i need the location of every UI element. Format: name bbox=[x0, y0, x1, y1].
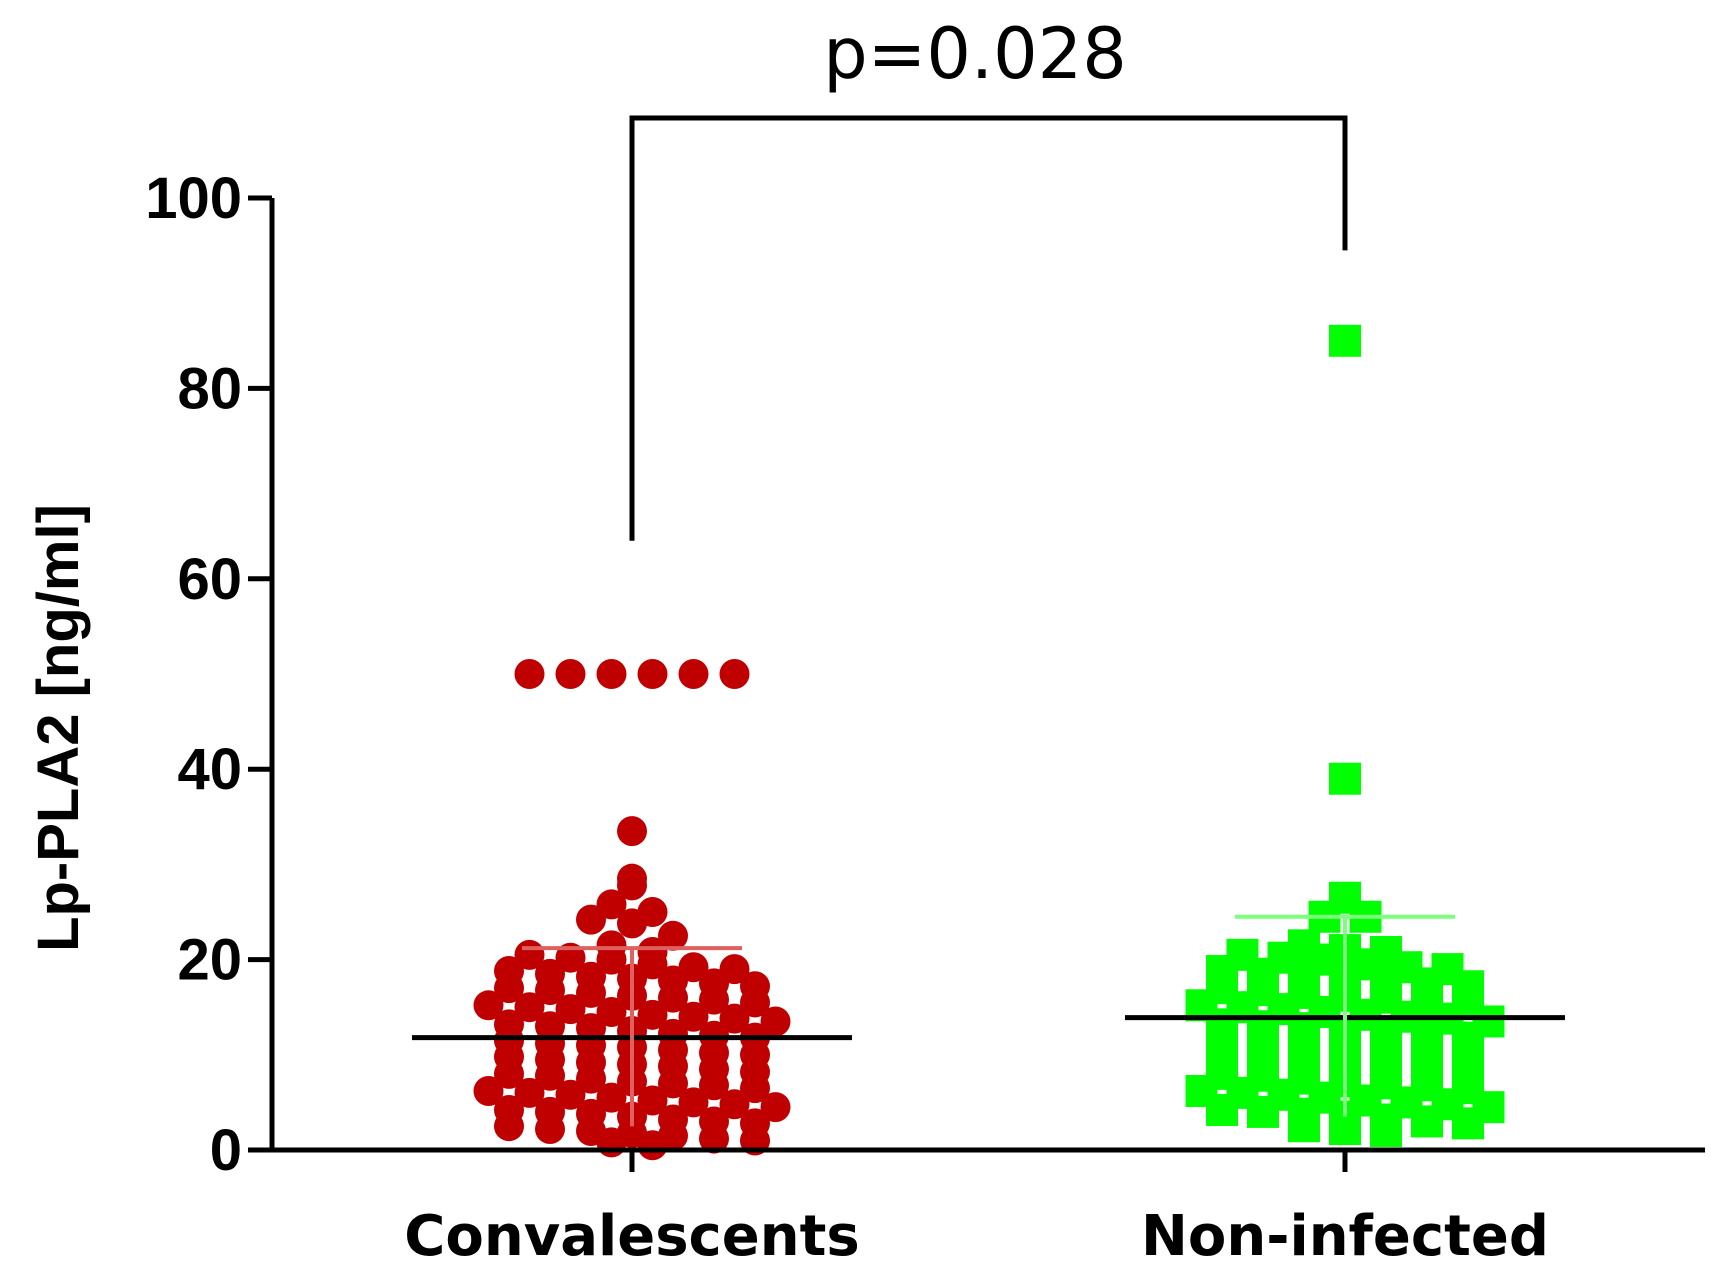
data-point bbox=[658, 1104, 688, 1135]
data-point bbox=[1226, 938, 1259, 971]
data-point bbox=[555, 659, 586, 689]
y-tick-label: 20 bbox=[177, 928, 242, 993]
y-tick-label: 60 bbox=[177, 547, 242, 612]
data-point bbox=[719, 659, 750, 689]
data-point bbox=[617, 863, 647, 894]
data-point bbox=[514, 939, 545, 970]
x-category-label: Convalescents bbox=[404, 1204, 859, 1264]
y-tick-label: 0 bbox=[210, 1118, 242, 1183]
data-point bbox=[740, 971, 770, 1002]
data-point bbox=[514, 992, 545, 1023]
y-axis-title: Lp-PLA2 [ng/ml] bbox=[26, 504, 91, 952]
data-point bbox=[1329, 762, 1361, 795]
data-point bbox=[596, 659, 627, 689]
data-point bbox=[473, 990, 504, 1021]
bracket-line bbox=[629, 115, 1348, 541]
data-point bbox=[617, 816, 647, 847]
data-point bbox=[596, 930, 627, 961]
data-point bbox=[494, 1095, 524, 1126]
data-point bbox=[637, 936, 668, 967]
data-point bbox=[760, 1092, 791, 1123]
data-point bbox=[678, 659, 709, 689]
data-point bbox=[596, 889, 627, 920]
data-point bbox=[678, 1087, 709, 1118]
data-point bbox=[494, 1009, 524, 1040]
data-point bbox=[1370, 935, 1402, 968]
data-point bbox=[596, 1082, 627, 1113]
x-category-label: Non-infected bbox=[1141, 1204, 1549, 1264]
data-point bbox=[637, 897, 668, 927]
data-point bbox=[658, 1018, 688, 1049]
data-points bbox=[473, 324, 1505, 1161]
y-tick-label: 40 bbox=[177, 737, 242, 802]
data-point bbox=[576, 1098, 606, 1129]
data-point bbox=[637, 659, 668, 689]
data-point bbox=[678, 1001, 709, 1032]
data-point bbox=[555, 994, 586, 1025]
data-point bbox=[678, 952, 709, 983]
data-point bbox=[637, 1085, 668, 1116]
data-point bbox=[1329, 881, 1361, 914]
data-point bbox=[719, 1003, 750, 1034]
data-point bbox=[535, 1096, 565, 1127]
data-point bbox=[514, 659, 545, 689]
data-point bbox=[658, 920, 688, 951]
data-point bbox=[555, 1079, 586, 1110]
data-point bbox=[740, 1108, 770, 1139]
data-point bbox=[1431, 953, 1464, 986]
data-point bbox=[596, 996, 627, 1027]
data-point bbox=[637, 999, 668, 1030]
mean-sd-lines bbox=[412, 914, 1565, 1127]
data-point bbox=[514, 1077, 545, 1108]
axes: 0 20 40 60 80 100 Convalescents Non-infected bbox=[145, 166, 1705, 1264]
data-point bbox=[699, 1106, 729, 1137]
data-point bbox=[555, 942, 586, 973]
significance-bracket bbox=[629, 115, 1348, 541]
data-point bbox=[760, 1006, 791, 1037]
data-point bbox=[494, 956, 524, 987]
data-point bbox=[1288, 929, 1320, 962]
data-point bbox=[719, 1089, 750, 1120]
p-value-annotation: p=0.028 bbox=[823, 13, 1126, 95]
data-point bbox=[535, 958, 565, 989]
y-tick-label: 100 bbox=[145, 166, 242, 231]
y-tick-label: 80 bbox=[177, 356, 242, 421]
data-point bbox=[576, 904, 606, 935]
data-point bbox=[1329, 324, 1361, 357]
data-point bbox=[576, 961, 606, 992]
data-point bbox=[719, 954, 750, 985]
data-point bbox=[473, 1075, 504, 1106]
data-point bbox=[535, 1011, 565, 1042]
